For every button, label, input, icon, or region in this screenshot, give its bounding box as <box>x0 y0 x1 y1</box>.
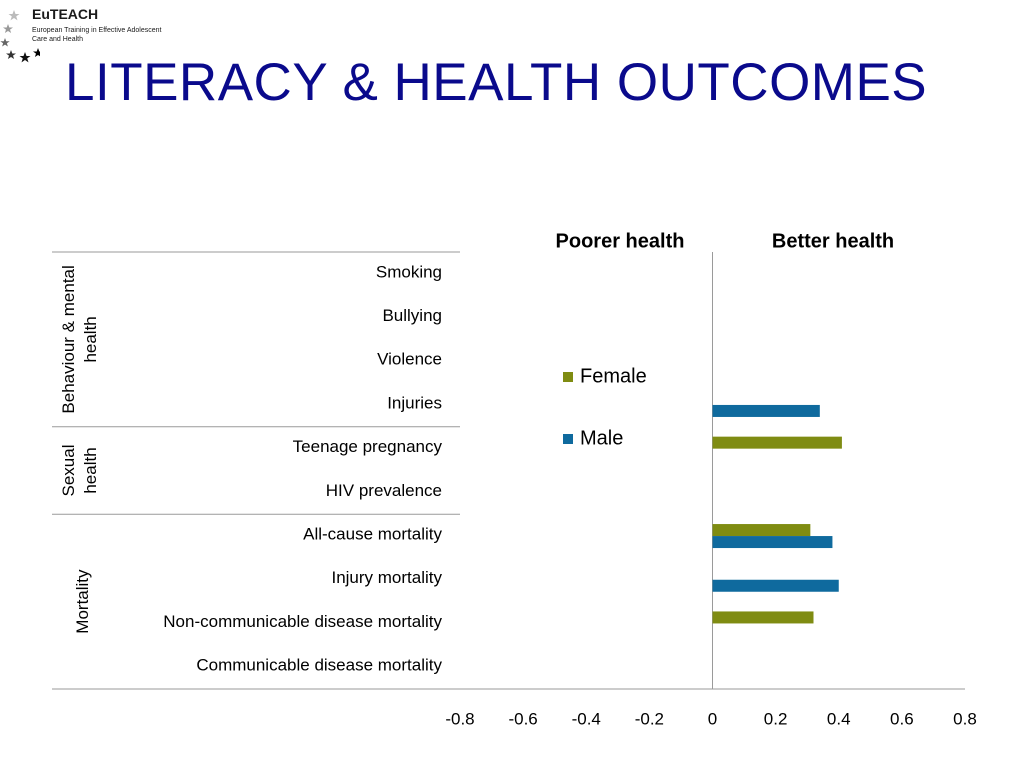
stars-icon <box>0 10 40 63</box>
legend-swatch-male <box>563 434 573 444</box>
x-tick-label: -0.6 <box>508 709 537 728</box>
page-title: LITERACY & HEALTH OUTCOMES <box>65 53 928 112</box>
category-label: Smoking <box>376 262 442 281</box>
group-label: Mortality <box>73 569 92 634</box>
male-bar <box>712 579 839 592</box>
category-label: Teenage pregnancy <box>293 437 443 456</box>
x-tick-label: -0.8 <box>445 709 474 728</box>
x-tick-label: 0 <box>708 709 717 728</box>
female-bar <box>712 436 842 449</box>
better-health-heading: Better health <box>772 230 894 252</box>
x-tick-label: 0.4 <box>827 709 851 728</box>
legend-label-male: Male <box>580 427 623 449</box>
female-bar <box>712 611 814 624</box>
group-label: Behaviour & mental health <box>59 265 100 413</box>
logo-title: EuTEACH <box>32 6 99 22</box>
category-label: Injury mortality <box>331 568 442 587</box>
category-label: Communicable disease mortality <box>196 656 442 675</box>
female-bar <box>712 524 811 537</box>
group-label: Sexual health <box>59 445 100 497</box>
euteach-logo: EuTEACH European Training in Effective A… <box>0 0 170 70</box>
category-label: Non-communicable disease mortality <box>163 612 442 631</box>
category-label: Injuries <box>387 393 442 412</box>
group-label-line: health <box>81 316 100 362</box>
category-label: Bullying <box>382 306 442 325</box>
category-label: HIV prevalence <box>326 481 442 500</box>
group-label-line: health <box>81 447 100 493</box>
group-label-line: Sexual <box>59 445 78 497</box>
logo-subtitle-1: European Training in Effective Adolescen… <box>32 27 162 34</box>
male-bar <box>712 404 820 417</box>
legend-swatch-female <box>563 372 573 382</box>
group-label-line: Mortality <box>73 569 92 634</box>
poorer-health-heading: Poorer health <box>556 230 685 252</box>
group-label-line: Behaviour & mental <box>59 265 78 413</box>
legend-label-female: Female <box>580 365 647 387</box>
x-tick-label: -0.2 <box>635 709 664 728</box>
x-tick-label: 0.6 <box>890 709 914 728</box>
x-tick-label: -0.4 <box>572 709 601 728</box>
male-bar <box>712 536 833 549</box>
category-label: Violence <box>377 350 442 369</box>
category-label: All-cause mortality <box>303 525 442 544</box>
logo-subtitle-2: Care and Health <box>32 36 83 43</box>
x-tick-label: 0.2 <box>764 709 788 728</box>
x-tick-label: 0.8 <box>953 709 977 728</box>
